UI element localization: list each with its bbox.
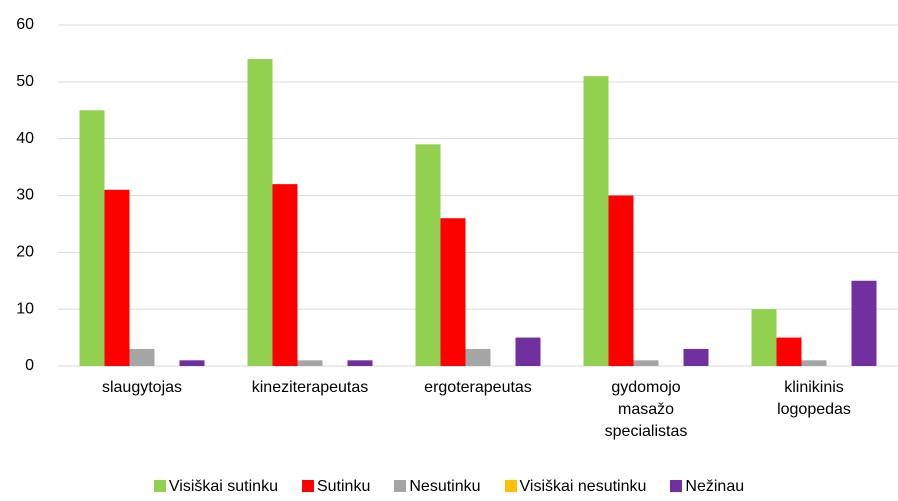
legend-item: Nežinau	[670, 478, 744, 496]
legend-item: Sutinku	[301, 478, 371, 496]
bar	[465, 348, 491, 366]
y-tick-label: 40	[16, 130, 34, 147]
legend-item: Visiškai sutinku	[153, 478, 278, 496]
y-tick-label: 50	[16, 73, 34, 90]
legend-label: Nesutinku	[409, 478, 481, 495]
x-tick-label: gydomojo masažo specialistas	[604, 379, 688, 440]
legend-item: Nesutinku	[394, 478, 481, 496]
bar	[851, 280, 877, 366]
y-tick-label: 20	[16, 244, 34, 261]
bar	[683, 348, 709, 366]
bar	[272, 184, 298, 366]
bar	[104, 189, 130, 366]
x-tick-label: slaugytojas	[101, 379, 183, 396]
legend-label: Visiškai nesutinku	[519, 478, 647, 495]
legend: Visiškai sutinku Sutinku Nesutinku Visiškai…	[0, 478, 898, 496]
y-tick-label: 0	[25, 357, 34, 374]
y-tick-label: 30	[16, 187, 34, 204]
legend-item: Visiškai nesutinku	[504, 478, 647, 496]
legend-label: Nežinau	[685, 478, 745, 495]
bar	[633, 360, 659, 366]
legend-label: Sutinku	[316, 478, 371, 495]
legend-swatch	[394, 480, 407, 492]
x-tick-label: kineziterapeutas	[251, 379, 369, 396]
legend-swatch	[153, 480, 166, 492]
bar	[515, 337, 541, 366]
bar	[347, 360, 373, 366]
bar	[179, 360, 205, 366]
bar	[79, 110, 105, 366]
x-tick-label: ergoterapeutas	[424, 379, 532, 396]
bar	[583, 76, 609, 367]
y-tick-label: 10	[16, 300, 34, 317]
bar	[608, 195, 634, 366]
bar	[801, 360, 827, 366]
bar	[247, 59, 273, 366]
y-tick-label: 60	[16, 16, 34, 33]
x-tick-label: klinikinis logopedas	[777, 379, 851, 418]
legend-label: Visiškai sutinku	[168, 478, 278, 495]
bar	[440, 218, 466, 366]
legend-swatch	[301, 480, 314, 492]
bar	[129, 348, 155, 366]
bar	[415, 144, 441, 366]
legend-swatch	[504, 480, 517, 492]
bar	[776, 337, 802, 366]
bar	[297, 360, 323, 366]
bar	[751, 309, 777, 366]
legend-swatch	[670, 480, 683, 492]
